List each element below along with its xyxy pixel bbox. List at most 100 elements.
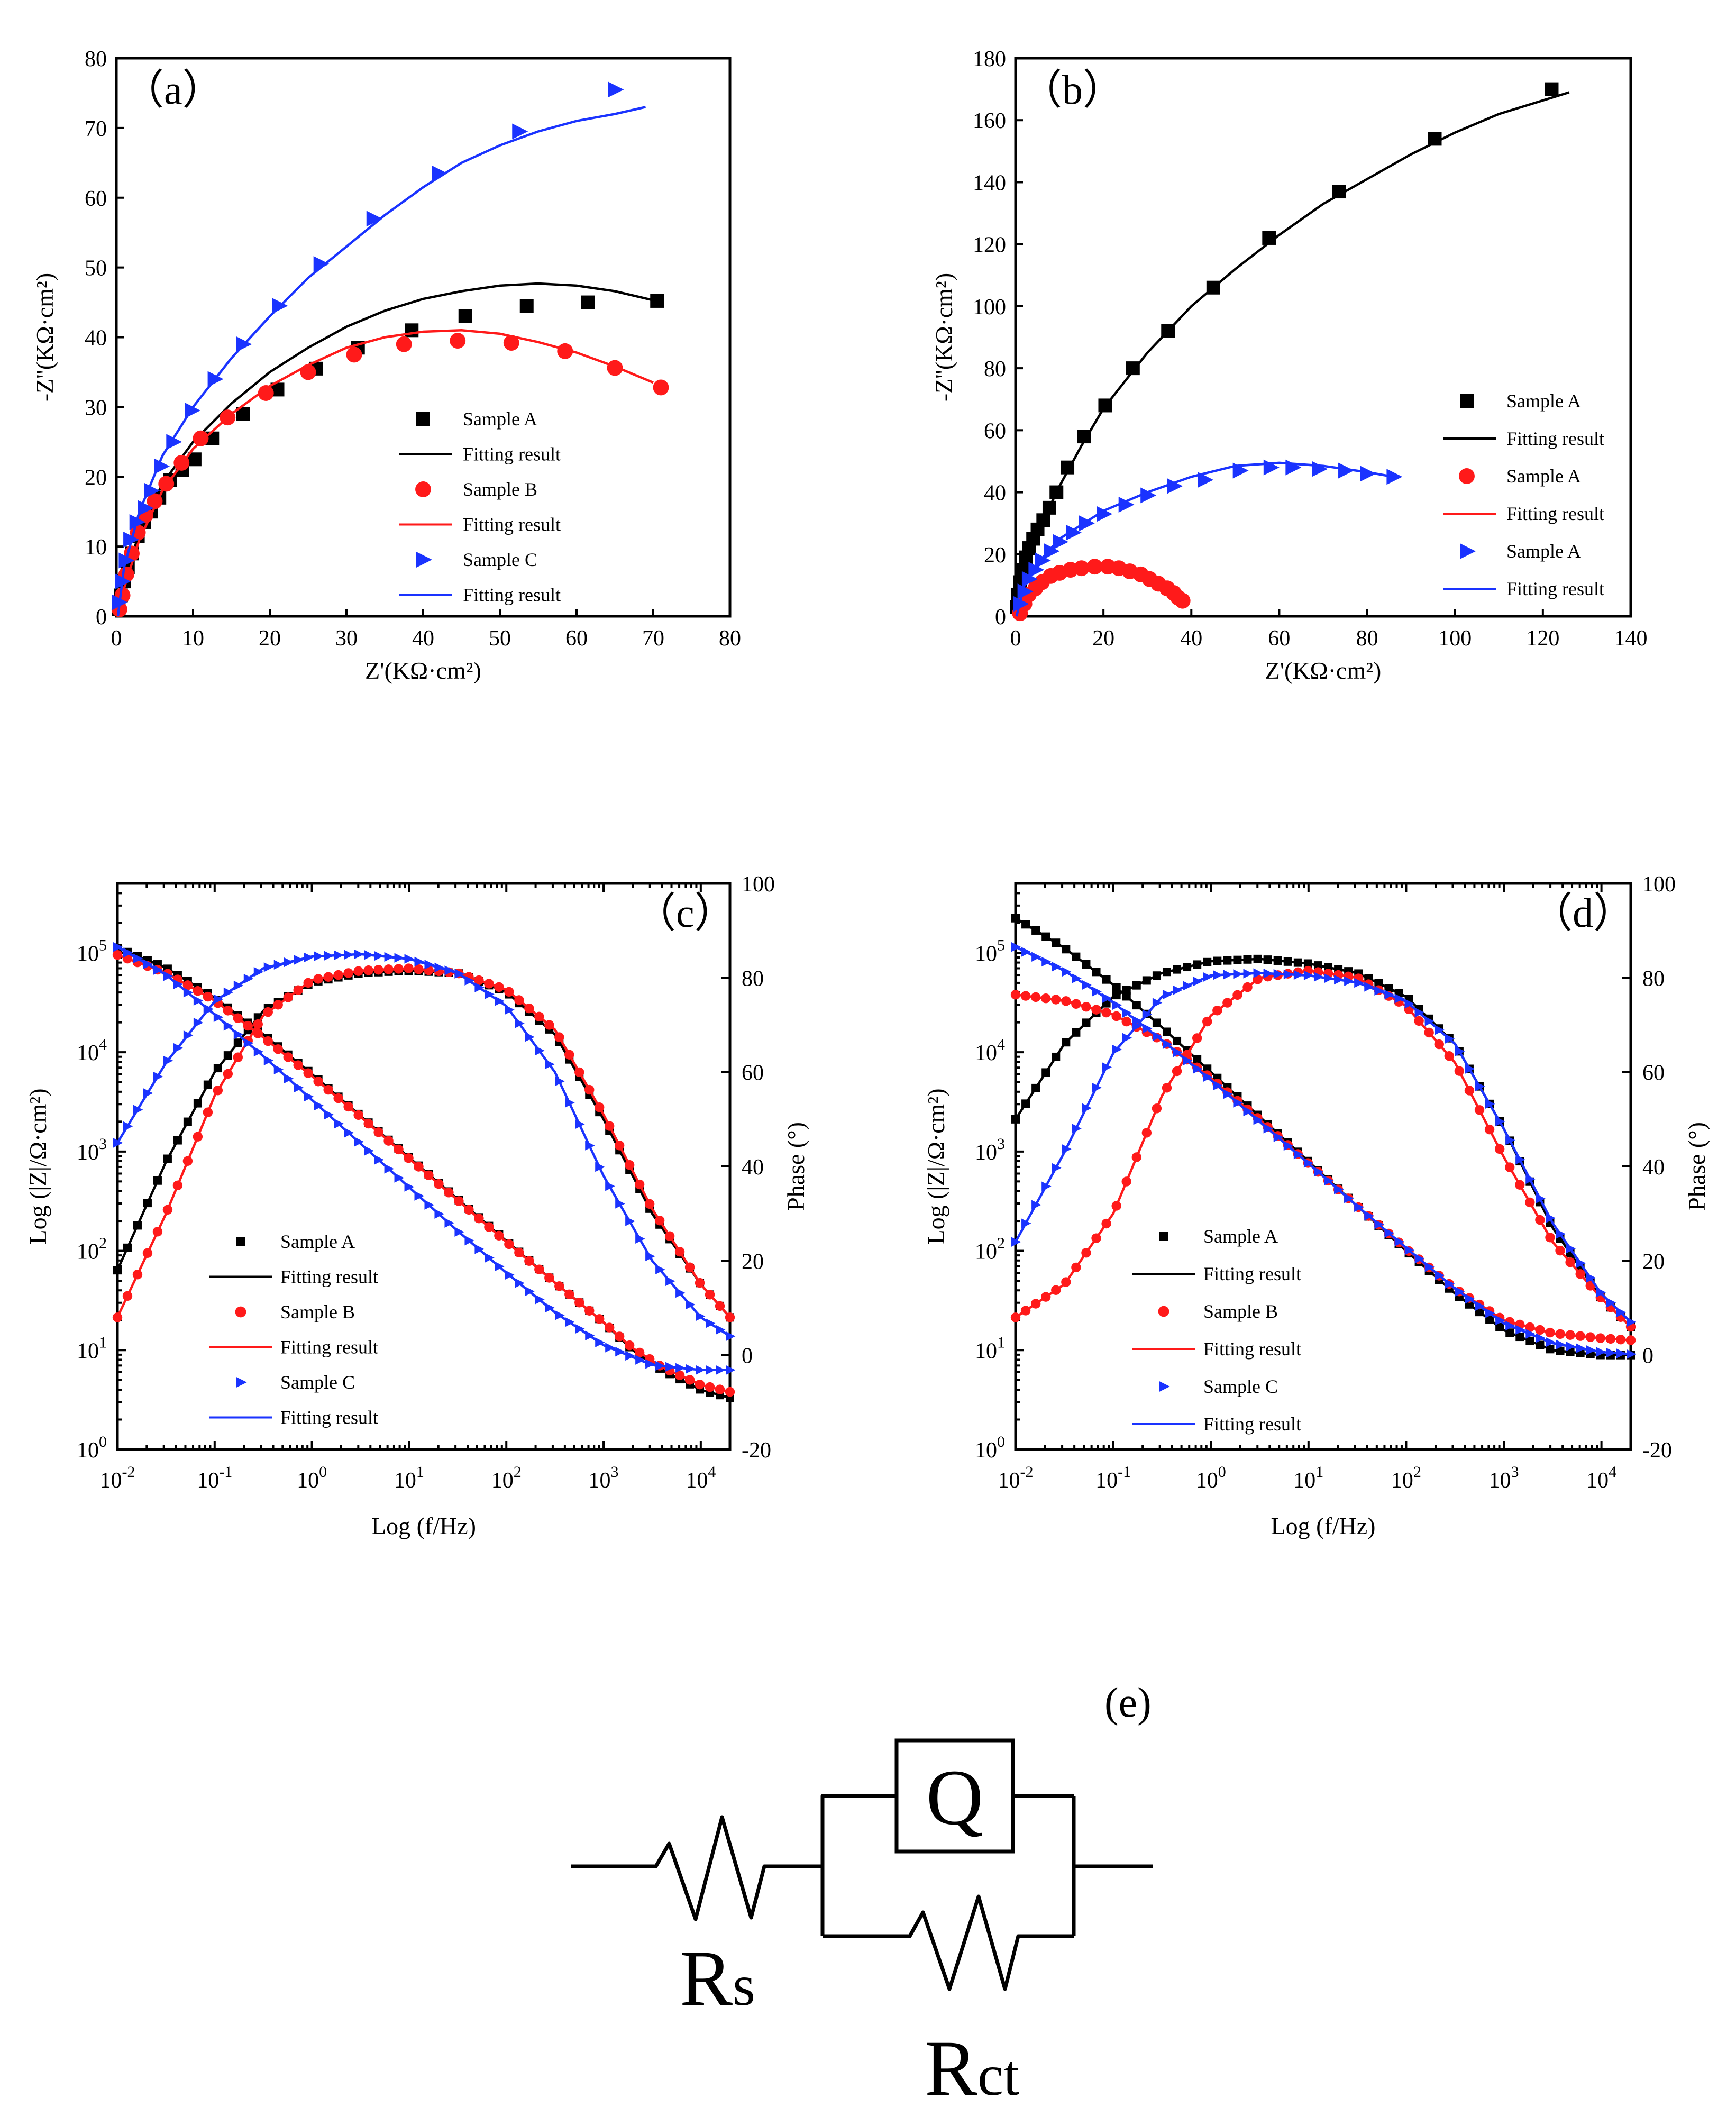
legend-marker xyxy=(1460,543,1476,559)
impedance-point xyxy=(193,986,203,996)
impedance-point xyxy=(1071,999,1081,1009)
impedance-point xyxy=(705,1382,715,1392)
phase-point xyxy=(544,1020,554,1030)
phase-point xyxy=(1173,965,1182,974)
phase-point xyxy=(143,1088,153,1098)
phase-point xyxy=(675,1288,686,1298)
impedance-point xyxy=(495,1261,505,1272)
legend-label: Fitting result xyxy=(280,1266,378,1288)
impedance-point xyxy=(584,1306,595,1316)
data-point xyxy=(154,458,170,475)
phase-point xyxy=(716,1325,726,1335)
phase-point xyxy=(1556,1229,1566,1239)
legend-marker xyxy=(415,481,431,497)
data-point xyxy=(1053,534,1068,550)
y2-tick-label: 80 xyxy=(742,966,764,991)
data-point xyxy=(166,434,182,450)
phase-point xyxy=(1193,976,1203,987)
y2-tick-label: 60 xyxy=(1642,1061,1665,1086)
y-tick-label: 80 xyxy=(85,47,107,71)
plot-frame xyxy=(1014,882,1632,1451)
x-axis-label: Z'(KΩ·cm²) xyxy=(1265,657,1382,684)
legend-marker xyxy=(236,1376,247,1388)
impedance-point xyxy=(1082,960,1091,969)
y-tick-label: 60 xyxy=(984,419,1006,443)
data-point xyxy=(220,409,236,426)
impedance-point xyxy=(1556,1339,1566,1349)
phase-point xyxy=(1041,1181,1052,1191)
impedance-point xyxy=(133,953,143,964)
impedance-point xyxy=(1313,1167,1324,1177)
phase-point xyxy=(1485,1099,1495,1109)
phase-point xyxy=(1162,968,1171,977)
data-point xyxy=(608,81,624,98)
phase-point xyxy=(534,1011,544,1022)
phase-point xyxy=(243,973,254,984)
x-tick-label: 101 xyxy=(394,1463,424,1493)
phase-point xyxy=(203,1005,214,1015)
impedance-point xyxy=(394,1144,404,1155)
data-point xyxy=(1263,459,1280,476)
impedance-point xyxy=(444,1188,454,1198)
impedance-point xyxy=(1152,1018,1161,1027)
x-tick-label: 80 xyxy=(1356,626,1378,651)
data-point xyxy=(1079,515,1095,532)
phase-point xyxy=(1313,972,1324,982)
data-point xyxy=(1097,506,1113,522)
x-tick-label: 60 xyxy=(565,626,588,651)
impedance-point xyxy=(1615,1335,1626,1345)
impedance-point xyxy=(404,1153,414,1163)
impedance-point xyxy=(163,971,173,981)
y2-tick-label: 40 xyxy=(1642,1155,1665,1180)
phase-point xyxy=(314,951,324,961)
y-tick-label: 104 xyxy=(77,1036,107,1065)
y2-tick-label: 40 xyxy=(742,1155,764,1180)
phase-point xyxy=(554,1032,564,1042)
phase-point xyxy=(1253,954,1262,963)
phase-point xyxy=(645,1251,655,1262)
phase-point xyxy=(193,1018,204,1028)
phase-point xyxy=(213,1086,223,1096)
phase-point xyxy=(1414,1007,1425,1018)
phase-point xyxy=(665,1276,675,1287)
phase-point xyxy=(1020,1306,1031,1316)
x-tick-label: 10-1 xyxy=(197,1463,232,1493)
data-point xyxy=(1332,185,1346,199)
data-point xyxy=(158,476,175,492)
phase-point xyxy=(1142,976,1151,985)
y-tick-label: 140 xyxy=(973,171,1006,195)
phase-point xyxy=(434,962,444,973)
rs-label: Rs xyxy=(680,1935,755,2022)
phase-point xyxy=(1454,1066,1465,1076)
impedance-point xyxy=(223,1006,233,1016)
impedance-point xyxy=(1384,1228,1394,1238)
impedance-point xyxy=(1111,1011,1121,1021)
impedance-point xyxy=(1062,966,1072,977)
impedance-point xyxy=(1505,1328,1514,1337)
x-tick-label: 20 xyxy=(1092,626,1114,651)
impedance-point xyxy=(1031,926,1040,935)
phase-point xyxy=(1435,1025,1445,1035)
y-tick-label: 105 xyxy=(77,936,107,966)
phase-point xyxy=(1263,955,1272,964)
legend-label: Sample A xyxy=(1506,541,1581,562)
phase-point xyxy=(574,1067,584,1078)
impedance-point xyxy=(615,1347,625,1357)
impedance-point xyxy=(293,1060,303,1070)
phase-point xyxy=(664,1231,675,1241)
phase-point xyxy=(223,1069,233,1079)
phase-point xyxy=(1374,979,1383,988)
y2-tick-label: 100 xyxy=(1642,872,1676,897)
data-point xyxy=(503,335,519,351)
fit-line xyxy=(116,106,646,617)
phase-point xyxy=(1364,982,1374,992)
y-tick-label: 80 xyxy=(984,357,1006,381)
phase-point xyxy=(153,1176,162,1185)
phase-point xyxy=(1494,1144,1505,1154)
legend-label: Fitting result xyxy=(463,444,561,465)
phase-point xyxy=(1031,1083,1040,1092)
impedance-fit-line xyxy=(117,954,730,1393)
data-point xyxy=(366,211,382,227)
data-point xyxy=(1098,398,1112,413)
